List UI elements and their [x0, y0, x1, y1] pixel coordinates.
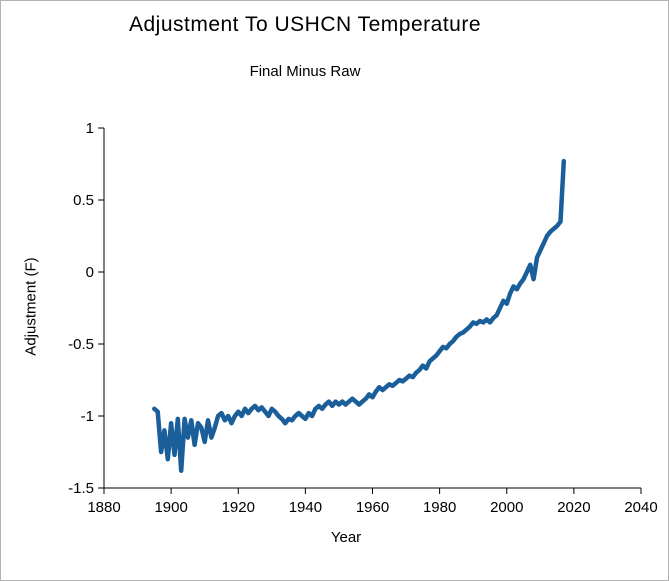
svg-text:1900: 1900 [154, 499, 187, 516]
plot-svg: -1.5 -1 -0.5 0 0.5 1 1880 1900 1920 1940 1960 1980 2… [68, 120, 658, 516]
svg-text:0: 0 [86, 264, 94, 281]
svg-text:1880: 1880 [87, 499, 120, 516]
svg-text:0.5: 0.5 [73, 192, 94, 209]
chart-subtitle: Final Minus Raw [249, 63, 361, 80]
svg-text:-0.5: -0.5 [68, 336, 94, 353]
svg-text:-1.5: -1.5 [68, 480, 94, 497]
svg-text:1940: 1940 [289, 499, 322, 516]
svg-text:2020: 2020 [557, 499, 590, 516]
svg-text:1: 1 [86, 120, 94, 137]
svg-text:2040: 2040 [624, 499, 657, 516]
svg-text:1980: 1980 [423, 499, 456, 516]
data-series-line [152, 158, 567, 473]
svg-text:1920: 1920 [222, 499, 255, 516]
svg-text:2000: 2000 [490, 499, 523, 516]
svg-text:-1: -1 [81, 408, 94, 425]
svg-text:1960: 1960 [356, 499, 389, 516]
chart-title: Adjustment To USHCN Temperature [128, 13, 482, 36]
x-axis-title: Year [330, 529, 362, 546]
